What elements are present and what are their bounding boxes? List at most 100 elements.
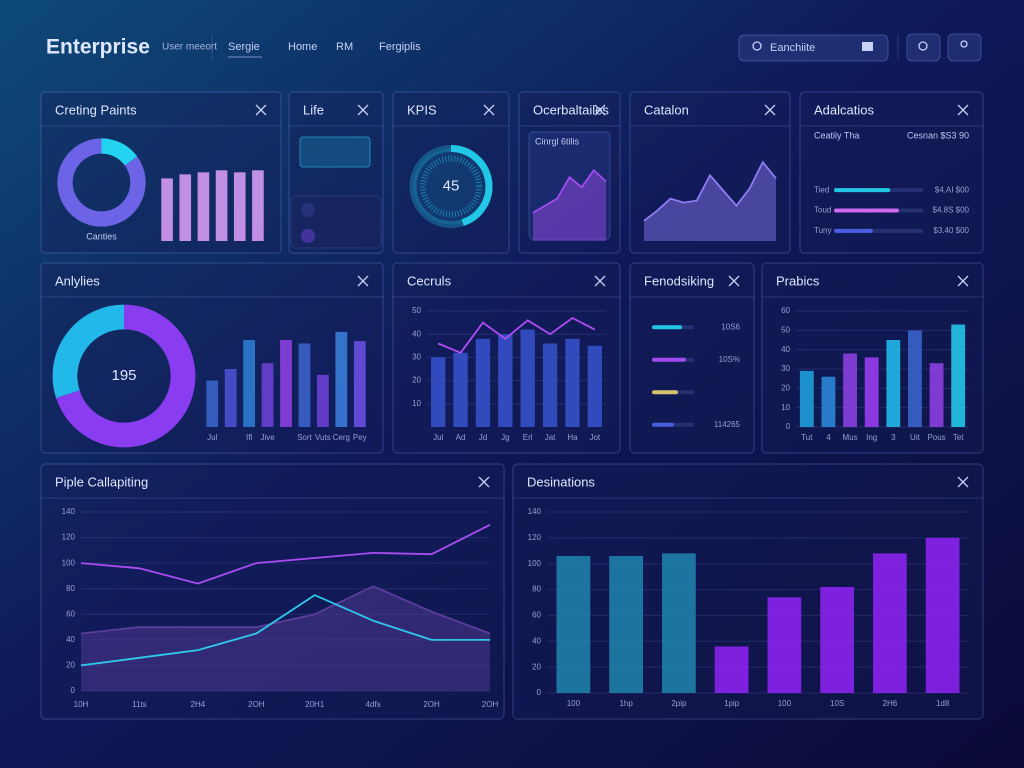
- donut-segment: [52, 304, 125, 399]
- bar: [925, 537, 960, 693]
- x-tick-label: 2OH: [423, 700, 440, 709]
- close-button[interactable]: [957, 104, 969, 116]
- bar: [243, 340, 256, 427]
- close-button[interactable]: [728, 275, 740, 287]
- panel-title: KPIS: [407, 102, 437, 117]
- close-button[interactable]: [255, 104, 267, 116]
- nav-link[interactable]: Home: [288, 41, 317, 53]
- panel-title: Adalcatios: [814, 102, 874, 117]
- line: [643, 160, 777, 222]
- y-tick-label: 60: [532, 611, 541, 620]
- donut-caption: Canties: [86, 231, 117, 241]
- subtitle: Ceatiiy Tha: [814, 130, 859, 140]
- y-tick-label: 80: [66, 584, 75, 593]
- x-tick-label: Erl: [523, 433, 533, 442]
- x-tick-label: 2pip: [671, 699, 687, 708]
- x-tick-label: 100: [778, 699, 792, 708]
- panel: [629, 91, 791, 254]
- panel-title: Cecruls: [407, 273, 452, 288]
- bar: [316, 374, 329, 427]
- close-button[interactable]: [483, 104, 495, 116]
- panel: [518, 91, 621, 254]
- line: [437, 316, 596, 354]
- x-tick-label: 10S: [830, 699, 844, 708]
- y-tick-label: 40: [781, 345, 790, 354]
- close-button[interactable]: [957, 476, 969, 488]
- bar: [335, 331, 348, 427]
- close-button[interactable]: [957, 275, 969, 287]
- bar: [520, 329, 535, 427]
- x-tick-label: 4dfs: [366, 700, 381, 709]
- item-value: $4.AI $00: [935, 185, 970, 194]
- panel: [629, 262, 755, 454]
- bar: [161, 178, 173, 241]
- search-action[interactable]: [862, 42, 873, 51]
- bar: [864, 357, 879, 427]
- search-button[interactable]: [906, 33, 941, 62]
- close-button[interactable]: [594, 275, 606, 287]
- donut-segment: [101, 138, 138, 166]
- x-tick-label: 10H: [74, 700, 89, 709]
- x-tick-label: Tut: [801, 433, 813, 442]
- close-button[interactable]: [478, 476, 490, 488]
- x-tick-label: Jul: [207, 433, 217, 442]
- close-button[interactable]: [764, 104, 776, 116]
- x-tick-label: Sort: [297, 433, 312, 442]
- search-box[interactable]: [738, 34, 889, 62]
- x-tick-label: Ing: [866, 433, 877, 442]
- bar: [431, 357, 446, 427]
- gauge-inner: [420, 155, 482, 218]
- search-text: Eanchiite: [770, 42, 815, 54]
- y-tick-label: 140: [62, 507, 76, 516]
- tagline: User meeort: [162, 42, 217, 53]
- item-value: 114265: [714, 420, 741, 429]
- bar: [542, 343, 558, 427]
- x-tick-label: Pey: [353, 433, 367, 442]
- y-tick-label: 40: [532, 636, 541, 645]
- search-icon: [752, 41, 762, 51]
- y-tick-label: 50: [412, 306, 421, 315]
- bar: [799, 370, 814, 427]
- line: [80, 523, 491, 585]
- nav-link[interactable]: Sergie: [228, 41, 260, 53]
- panel-title: Creting Paints: [55, 102, 137, 117]
- bar: [714, 646, 749, 693]
- nav-link[interactable]: RM: [336, 41, 353, 53]
- bar: [261, 363, 274, 427]
- x-tick-label: 11ts: [132, 700, 147, 709]
- life-avatar: [301, 229, 315, 243]
- card-caption: Cinrgl 6tilis: [535, 136, 580, 146]
- bar: [556, 555, 591, 693]
- bar: [179, 174, 192, 241]
- y-tick-label: 80: [532, 585, 541, 594]
- user-icon: [960, 40, 968, 48]
- inner-card: [528, 131, 611, 240]
- close-button[interactable]: [594, 104, 606, 116]
- x-tick-label: Jd: [479, 433, 487, 442]
- x-tick-label: Ha: [567, 433, 578, 442]
- bar: [872, 553, 907, 693]
- bar: [224, 369, 237, 427]
- nav-link[interactable]: Fergiplis: [379, 41, 421, 53]
- y-tick-label: 30: [412, 353, 421, 362]
- x-tick-label: Ifl: [246, 433, 252, 442]
- panel-title: Prabics: [776, 273, 820, 288]
- bar: [767, 597, 802, 693]
- close-button[interactable]: [357, 104, 369, 116]
- item-value: 10S%: [719, 355, 740, 364]
- area: [644, 162, 776, 241]
- search-button-icon: [918, 41, 928, 51]
- y-tick-label: 10: [412, 399, 421, 408]
- bar: [197, 172, 210, 241]
- gauge-value: 45: [443, 177, 460, 194]
- x-tick-label: Jive: [260, 433, 275, 442]
- x-tick-label: Pous: [927, 433, 945, 442]
- y-tick-label: 30: [781, 364, 790, 373]
- x-tick-label: 20H1: [305, 700, 325, 709]
- close-button[interactable]: [357, 275, 369, 287]
- panel-title: Life: [303, 102, 324, 117]
- bar: [908, 330, 922, 427]
- panel: [288, 91, 384, 254]
- y-tick-label: 0: [71, 686, 76, 695]
